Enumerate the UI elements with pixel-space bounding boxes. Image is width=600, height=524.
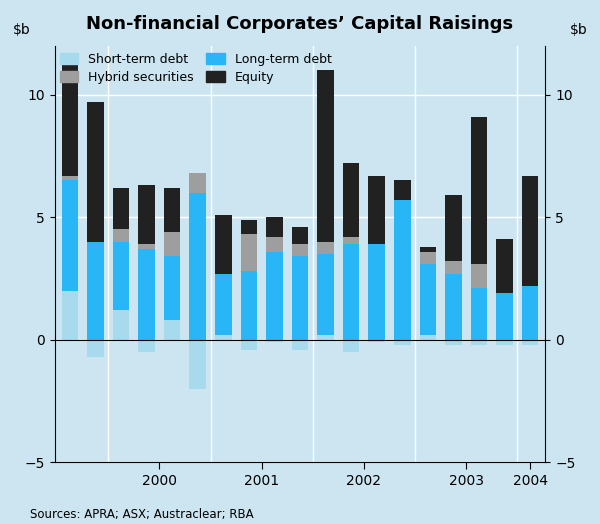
Bar	[87, 102, 104, 242]
Bar	[394, 340, 410, 345]
Bar	[62, 291, 78, 340]
Bar	[138, 340, 155, 352]
Bar	[266, 340, 283, 342]
Bar	[445, 274, 462, 340]
Bar	[522, 286, 538, 340]
Bar	[241, 340, 257, 350]
Text: $b: $b	[13, 24, 31, 37]
Bar	[496, 239, 513, 293]
Bar	[215, 274, 232, 335]
Title: Non-financial Corporates’ Capital Raisings: Non-financial Corporates’ Capital Raisin…	[86, 15, 514, 33]
Bar	[292, 256, 308, 340]
Text: Sources: APRA; ASX; Austraclear; RBA: Sources: APRA; ASX; Austraclear; RBA	[30, 508, 254, 521]
Bar	[522, 340, 538, 345]
Bar	[343, 237, 359, 244]
Bar	[113, 188, 130, 230]
Bar	[241, 234, 257, 271]
Bar	[445, 195, 462, 261]
Bar	[62, 176, 78, 180]
Bar	[368, 244, 385, 340]
Bar	[317, 70, 334, 242]
Bar	[419, 264, 436, 335]
Text: $b: $b	[569, 24, 587, 37]
Bar	[190, 340, 206, 389]
Bar	[368, 176, 385, 244]
Bar	[164, 320, 181, 340]
Bar	[419, 247, 436, 252]
Bar	[343, 163, 359, 237]
Bar	[394, 200, 410, 340]
Legend: Short-term debt, Hybrid securities, Long-term debt, Equity: Short-term debt, Hybrid securities, Long…	[55, 48, 337, 89]
Bar	[113, 242, 130, 310]
Bar	[368, 340, 385, 342]
Bar	[190, 193, 206, 340]
Bar	[445, 261, 462, 274]
Bar	[62, 66, 78, 176]
Bar	[445, 340, 462, 345]
Bar	[215, 215, 232, 274]
Bar	[292, 244, 308, 256]
Bar	[496, 293, 513, 340]
Bar	[241, 271, 257, 340]
Bar	[138, 244, 155, 249]
Bar	[113, 310, 130, 340]
Bar	[522, 176, 538, 286]
Bar	[317, 335, 334, 340]
Bar	[266, 217, 283, 237]
Bar	[292, 227, 308, 244]
Bar	[470, 340, 487, 345]
Bar	[87, 242, 104, 340]
Bar	[419, 335, 436, 340]
Bar	[164, 188, 181, 232]
Bar	[470, 288, 487, 340]
Bar	[241, 220, 257, 234]
Bar	[113, 230, 130, 242]
Bar	[317, 242, 334, 254]
Bar	[343, 340, 359, 352]
Bar	[190, 173, 206, 193]
Bar	[394, 180, 410, 200]
Bar	[470, 117, 487, 264]
Bar	[292, 340, 308, 350]
Bar	[343, 244, 359, 340]
Bar	[317, 254, 334, 335]
Bar	[470, 264, 487, 288]
Bar	[87, 340, 104, 357]
Bar	[138, 185, 155, 244]
Bar	[419, 252, 436, 264]
Bar	[138, 249, 155, 340]
Bar	[164, 232, 181, 256]
Bar	[62, 180, 78, 291]
Bar	[266, 237, 283, 252]
Bar	[164, 256, 181, 320]
Bar	[496, 340, 513, 345]
Bar	[266, 252, 283, 340]
Bar	[215, 335, 232, 340]
